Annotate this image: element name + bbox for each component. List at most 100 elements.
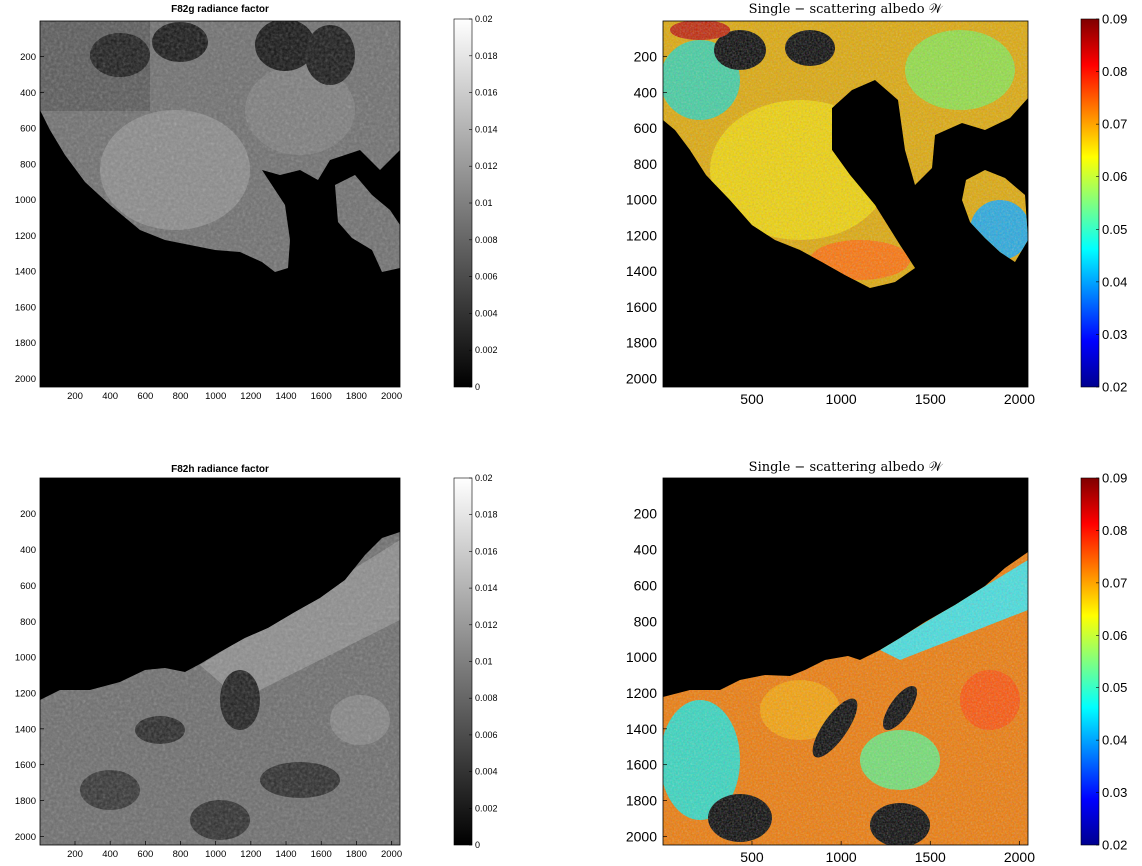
y-tick-label: 200 (20, 52, 36, 63)
x-tick-label: 1500 (915, 849, 946, 865)
colorbar-tick-label: 0.02 (475, 473, 493, 483)
colorbar-tick-label: 0.05 (1102, 680, 1127, 695)
colorbar-tick-label: 0.01 (475, 198, 493, 208)
colorbar-tick-label: 0.012 (475, 620, 498, 630)
panel-title: F82g radiance factor (171, 4, 269, 15)
y-tick-label: 2000 (626, 370, 657, 386)
x-tick-label: 1400 (275, 849, 296, 860)
x-tick-label: 800 (173, 391, 189, 402)
y-tick-label: 2000 (626, 828, 657, 844)
y-tick-label: 1400 (15, 267, 36, 278)
panel-title: Single − scattering albedo 𝒲 (749, 2, 944, 17)
y-tick-label: 1000 (15, 195, 36, 206)
colorbar-tick-label: 0.018 (475, 51, 498, 61)
x-tick-label: 2000 (1004, 849, 1035, 865)
y-tick-label: 1600 (626, 757, 657, 773)
y-tick-label: 200 (634, 506, 658, 522)
x-tick-label: 400 (102, 849, 118, 860)
y-tick-label: 800 (634, 613, 658, 629)
x-tick-label: 800 (173, 849, 189, 860)
y-tick-label: 1000 (626, 192, 657, 208)
colorbar-tick-label: 0.004 (475, 767, 498, 777)
axes-frame (39, 20, 401, 388)
y-tick-label: 1000 (15, 653, 36, 664)
axes-frame (662, 477, 1029, 846)
y-tick-label: 2000 (15, 832, 36, 843)
y-tick-label: 200 (634, 49, 658, 65)
y-tick-label: 1400 (626, 263, 657, 279)
x-tick-label: 1800 (346, 391, 367, 402)
x-tick-label: 200 (67, 391, 83, 402)
x-tick-label: 600 (137, 849, 153, 860)
colorbar-tick-label: 0.004 (475, 308, 498, 318)
colorbar-tick-label: 0.03 (1102, 785, 1127, 800)
y-tick-label: 400 (20, 88, 36, 99)
y-tick-label: 1800 (626, 335, 657, 351)
colorbar-tick-label: 0.07 (1102, 117, 1127, 132)
axes-frame (39, 477, 401, 846)
y-tick-label: 400 (634, 542, 658, 558)
y-tick-label: 2000 (15, 374, 36, 385)
colorbar-tick-label: 0.008 (475, 235, 498, 245)
y-tick-label: 1200 (15, 688, 36, 699)
x-tick-label: 500 (740, 391, 764, 407)
colorbar-tick-label: 0.002 (475, 345, 498, 355)
x-tick-label: 1800 (346, 849, 367, 860)
x-tick-label: 1000 (205, 849, 226, 860)
x-tick-label: 1000 (826, 391, 857, 407)
colorbar-tick-label: 0.08 (1102, 64, 1127, 79)
panel-h: F82h radiance factor 200 400 600 800 1000 1200… (15, 464, 498, 860)
colorbar-tick-label: 0.09 (1102, 12, 1127, 27)
y-tick-label: 1000 (626, 649, 657, 665)
y-tick-label: 1400 (626, 721, 657, 737)
colorbar-tick-label: 0.018 (475, 510, 498, 520)
colorbar-tick-label: 0.014 (475, 124, 498, 134)
colorbar-tick-label: 0.016 (475, 88, 498, 98)
colorbar (1080, 18, 1100, 388)
colorbar-tick-label: 0.05 (1102, 222, 1127, 237)
colorbar (1080, 477, 1100, 846)
x-tick-label: 2000 (1004, 391, 1035, 407)
x-tick-label: 1200 (240, 391, 261, 402)
colorbar-tick-label: 0 (475, 840, 480, 850)
x-tick-label: 1500 (915, 391, 946, 407)
y-tick-label: 400 (20, 545, 36, 556)
y-tick-label: 1600 (15, 302, 36, 313)
colorbar-tick-label: 0.04 (1102, 733, 1127, 748)
colorbar-tick-label: 0.06 (1102, 628, 1127, 643)
x-tick-label: 1200 (240, 849, 261, 860)
x-tick-label: 2000 (381, 391, 402, 402)
y-tick-label: 1400 (15, 724, 36, 735)
x-tick-label: 2000 (381, 849, 402, 860)
colorbar-tick-label: 0.02 (1102, 380, 1127, 395)
x-tick-label: 500 (740, 849, 764, 865)
y-tick-label: 1600 (15, 760, 36, 771)
colorbar-tick-label: 0 (475, 382, 480, 392)
panel-title: F82h radiance factor (171, 464, 269, 475)
colorbar-tick-label: 0.07 (1102, 575, 1127, 590)
x-tick-label: 400 (102, 391, 118, 402)
y-tick-label: 600 (634, 577, 658, 593)
y-tick-label: 1600 (626, 299, 657, 315)
x-tick-label: 1000 (205, 391, 226, 402)
panel-title: Single − scattering albedo 𝒲 (749, 460, 944, 475)
x-tick-label: 1600 (311, 849, 332, 860)
y-tick-label: 1200 (626, 227, 657, 243)
y-tick-label: 1200 (15, 231, 36, 242)
colorbar-tick-label: 0.012 (475, 161, 498, 171)
y-tick-label: 600 (20, 581, 36, 592)
y-tick-label: 200 (20, 509, 36, 520)
y-tick-label: 1800 (15, 796, 36, 807)
y-tick-label: 800 (20, 617, 36, 628)
panel-g: F82g radiance factor 200 400 600 800 1000 1200… (15, 4, 498, 402)
y-tick-label: 600 (634, 120, 658, 136)
colorbar-tick-label: 0.03 (1102, 327, 1127, 342)
panel-w1: Single − scattering albedo 𝒲 500 1000 1500 2… (626, 2, 1127, 407)
y-tick-label: 1800 (626, 793, 657, 809)
panel-w2: Single − scattering albedo 𝒲 500 1000 1500 2… (626, 460, 1127, 865)
y-tick-label: 800 (634, 156, 658, 172)
colorbar-tick-label: 0.02 (475, 14, 493, 24)
colorbar-tick-label: 0.09 (1102, 471, 1127, 486)
colorbar-tick-label: 0.014 (475, 583, 498, 593)
